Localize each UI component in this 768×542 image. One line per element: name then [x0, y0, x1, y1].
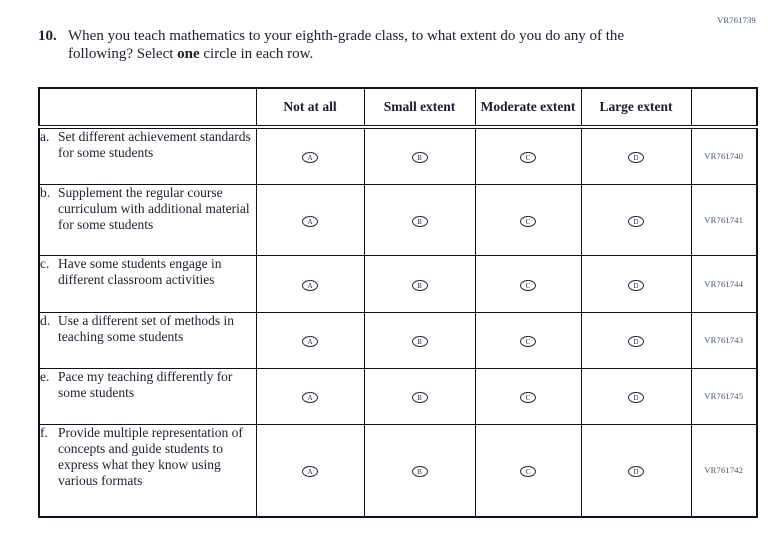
option-cell-large-extent: D: [580, 254, 692, 313]
column-header-small-extent: Small extent: [363, 87, 476, 129]
option-cell-moderate-extent: C: [474, 183, 582, 256]
question-text-bold: one: [177, 46, 200, 62]
option-cell-large-extent: D: [580, 126, 692, 185]
option-cell-not-at-all: A: [255, 183, 365, 256]
option-bubble-c[interactable]: C: [520, 336, 536, 347]
header-row: Not at all Small extent Moderate extent …: [38, 87, 758, 129]
question-text-part1: When you teach mathematics to your eight…: [68, 28, 625, 62]
option-cell-not-at-all: A: [255, 254, 365, 313]
option-bubble-c[interactable]: C: [520, 215, 536, 227]
option-cell-small-extent: B: [363, 423, 476, 518]
column-header-not-at-all: Not at all: [255, 87, 365, 129]
option-bubble-b[interactable]: B: [411, 152, 428, 164]
option-bubble-d[interactable]: D: [628, 279, 644, 291]
item-text: Use a different set of methods in teachi…: [58, 312, 234, 344]
column-header-moderate-extent: Moderate extent: [474, 87, 582, 129]
option-bubble-b[interactable]: B: [411, 336, 428, 347]
column-header-large-extent: Large extent: [580, 87, 692, 129]
row-code: VR761745: [690, 367, 758, 425]
item-stem: d. Use a different set of methods in tea…: [38, 311, 257, 369]
option-cell-large-extent: D: [580, 311, 692, 369]
item-text: Supplement the regular course curriculum…: [58, 184, 250, 232]
option-cell-large-extent: D: [580, 367, 692, 425]
option-bubble-a[interactable]: A: [302, 392, 318, 403]
option-bubble-c[interactable]: C: [520, 466, 536, 478]
option-cell-small-extent: B: [363, 126, 476, 185]
item-letter: d.: [40, 312, 51, 328]
item-stem: a. Set different achievement standards f…: [38, 126, 257, 185]
table-row: e. Pace my teaching differently for some…: [38, 367, 758, 425]
option-bubble-a[interactable]: A: [302, 279, 318, 291]
item-stem: b. Supplement the regular course curricu…: [38, 183, 257, 256]
row-code: VR761740: [690, 126, 758, 185]
item-letter: a.: [40, 129, 50, 144]
item-text: Have some students engage in different c…: [58, 255, 222, 287]
option-bubble-d[interactable]: D: [628, 152, 644, 164]
item-letter: c.: [40, 255, 50, 271]
stem-header-cell: [38, 87, 257, 129]
code-header-cell: [690, 87, 758, 129]
option-bubble-b[interactable]: B: [411, 215, 428, 227]
table-row: c. Have some students engage in differen…: [38, 254, 758, 313]
option-bubble-d[interactable]: D: [628, 215, 644, 227]
option-bubble-a[interactable]: A: [302, 152, 318, 164]
option-cell-moderate-extent: C: [474, 311, 582, 369]
option-cell-moderate-extent: C: [474, 423, 582, 518]
item-stem: f. Provide multiple representation of co…: [38, 423, 257, 518]
item-text: Pace my teaching differently for some st…: [58, 368, 233, 400]
item-text: Provide multiple representation of conce…: [58, 424, 243, 489]
table-row: b. Supplement the regular course curricu…: [38, 183, 758, 256]
row-code: VR761741: [690, 183, 758, 256]
option-cell-not-at-all: A: [255, 126, 365, 185]
option-cell-large-extent: D: [580, 183, 692, 256]
item-letter: f.: [40, 424, 48, 440]
option-bubble-a[interactable]: A: [302, 215, 318, 227]
item-stem: e. Pace my teaching differently for some…: [38, 367, 257, 425]
option-cell-small-extent: B: [363, 183, 476, 256]
option-cell-not-at-all: A: [255, 311, 365, 369]
question-text-part2: circle in each row.: [199, 46, 314, 62]
table-row: d. Use a different set of methods in tea…: [38, 311, 758, 369]
option-bubble-d[interactable]: D: [628, 336, 644, 347]
form-code: VR761739: [717, 15, 756, 25]
option-cell-moderate-extent: C: [474, 126, 582, 185]
item-letter: b.: [40, 184, 51, 200]
option-cell-small-extent: B: [363, 254, 476, 313]
question-number: 10.: [38, 28, 57, 44]
row-code: VR761743: [690, 311, 758, 369]
item-text: Set different achievement standards for …: [58, 129, 251, 161]
option-cell-moderate-extent: C: [474, 367, 582, 425]
option-cell-moderate-extent: C: [474, 254, 582, 313]
option-bubble-c[interactable]: C: [520, 152, 536, 164]
option-cell-small-extent: B: [363, 367, 476, 425]
table-row: a. Set different achievement standards f…: [38, 126, 758, 185]
option-bubble-a[interactable]: A: [302, 336, 318, 347]
row-code: VR761744: [690, 254, 758, 313]
option-bubble-b[interactable]: B: [411, 466, 428, 478]
option-bubble-d[interactable]: D: [628, 466, 644, 478]
option-cell-small-extent: B: [363, 311, 476, 369]
option-bubble-b[interactable]: B: [411, 392, 428, 403]
option-cell-not-at-all: A: [255, 367, 365, 425]
option-bubble-d[interactable]: D: [628, 392, 644, 403]
question-text: When you teach mathematics to your eight…: [68, 27, 660, 63]
row-code: VR761742: [690, 423, 758, 518]
item-stem: c. Have some students engage in differen…: [38, 254, 257, 313]
option-cell-large-extent: D: [580, 423, 692, 518]
question-block: 10. When you teach mathematics to your e…: [38, 27, 718, 63]
option-bubble-c[interactable]: C: [520, 392, 536, 403]
response-grid: Not at all Small extent Moderate extent …: [38, 87, 758, 518]
option-cell-not-at-all: A: [255, 423, 365, 518]
item-letter: e.: [40, 368, 50, 384]
option-bubble-a[interactable]: A: [302, 466, 318, 478]
table-row: f. Provide multiple representation of co…: [38, 423, 758, 518]
option-bubble-c[interactable]: C: [520, 279, 536, 291]
option-bubble-b[interactable]: B: [411, 279, 428, 291]
